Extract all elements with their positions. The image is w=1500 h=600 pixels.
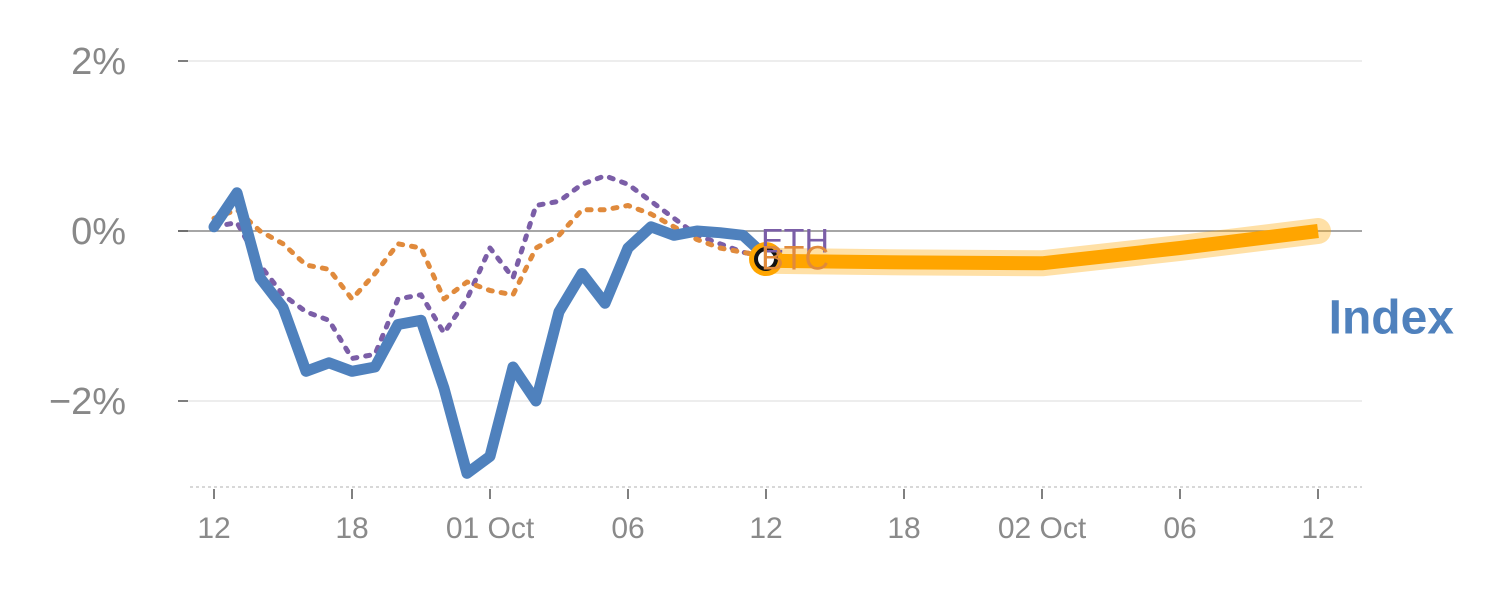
btc-series-label: BTC [761,240,829,278]
y-tick-label: 2% [71,41,126,83]
current-point-marker [754,247,778,272]
index-series-line [208,187,772,479]
gridlines [178,60,1362,402]
projection-line [765,224,1319,271]
x-tick-label: 12 [749,512,782,545]
y-tick-label: 0% [71,211,126,253]
x-tick-label: 01 Oct [446,512,535,545]
y-tick-label: −2% [49,381,126,423]
series-lines [208,173,1331,479]
y-axis: 2% 0% −2% [49,41,188,423]
x-tick-label: 02 Oct [998,512,1087,545]
x-tick-label: 12 [1301,512,1334,545]
x-tick-label: 18 [887,512,920,545]
eth-series-line [211,173,769,361]
x-axis: 12 18 01 Oct 06 12 18 02 Oct 06 12 [190,486,1362,545]
x-tick-label: 06 [1163,512,1196,545]
btc-series-line [211,203,769,302]
index-series-label: Index [1329,292,1455,345]
x-tick-label: 18 [335,512,368,545]
x-tick-label: 12 [197,512,230,545]
eth-series-label: ETH [761,223,829,261]
x-tick-label: 06 [611,512,644,545]
